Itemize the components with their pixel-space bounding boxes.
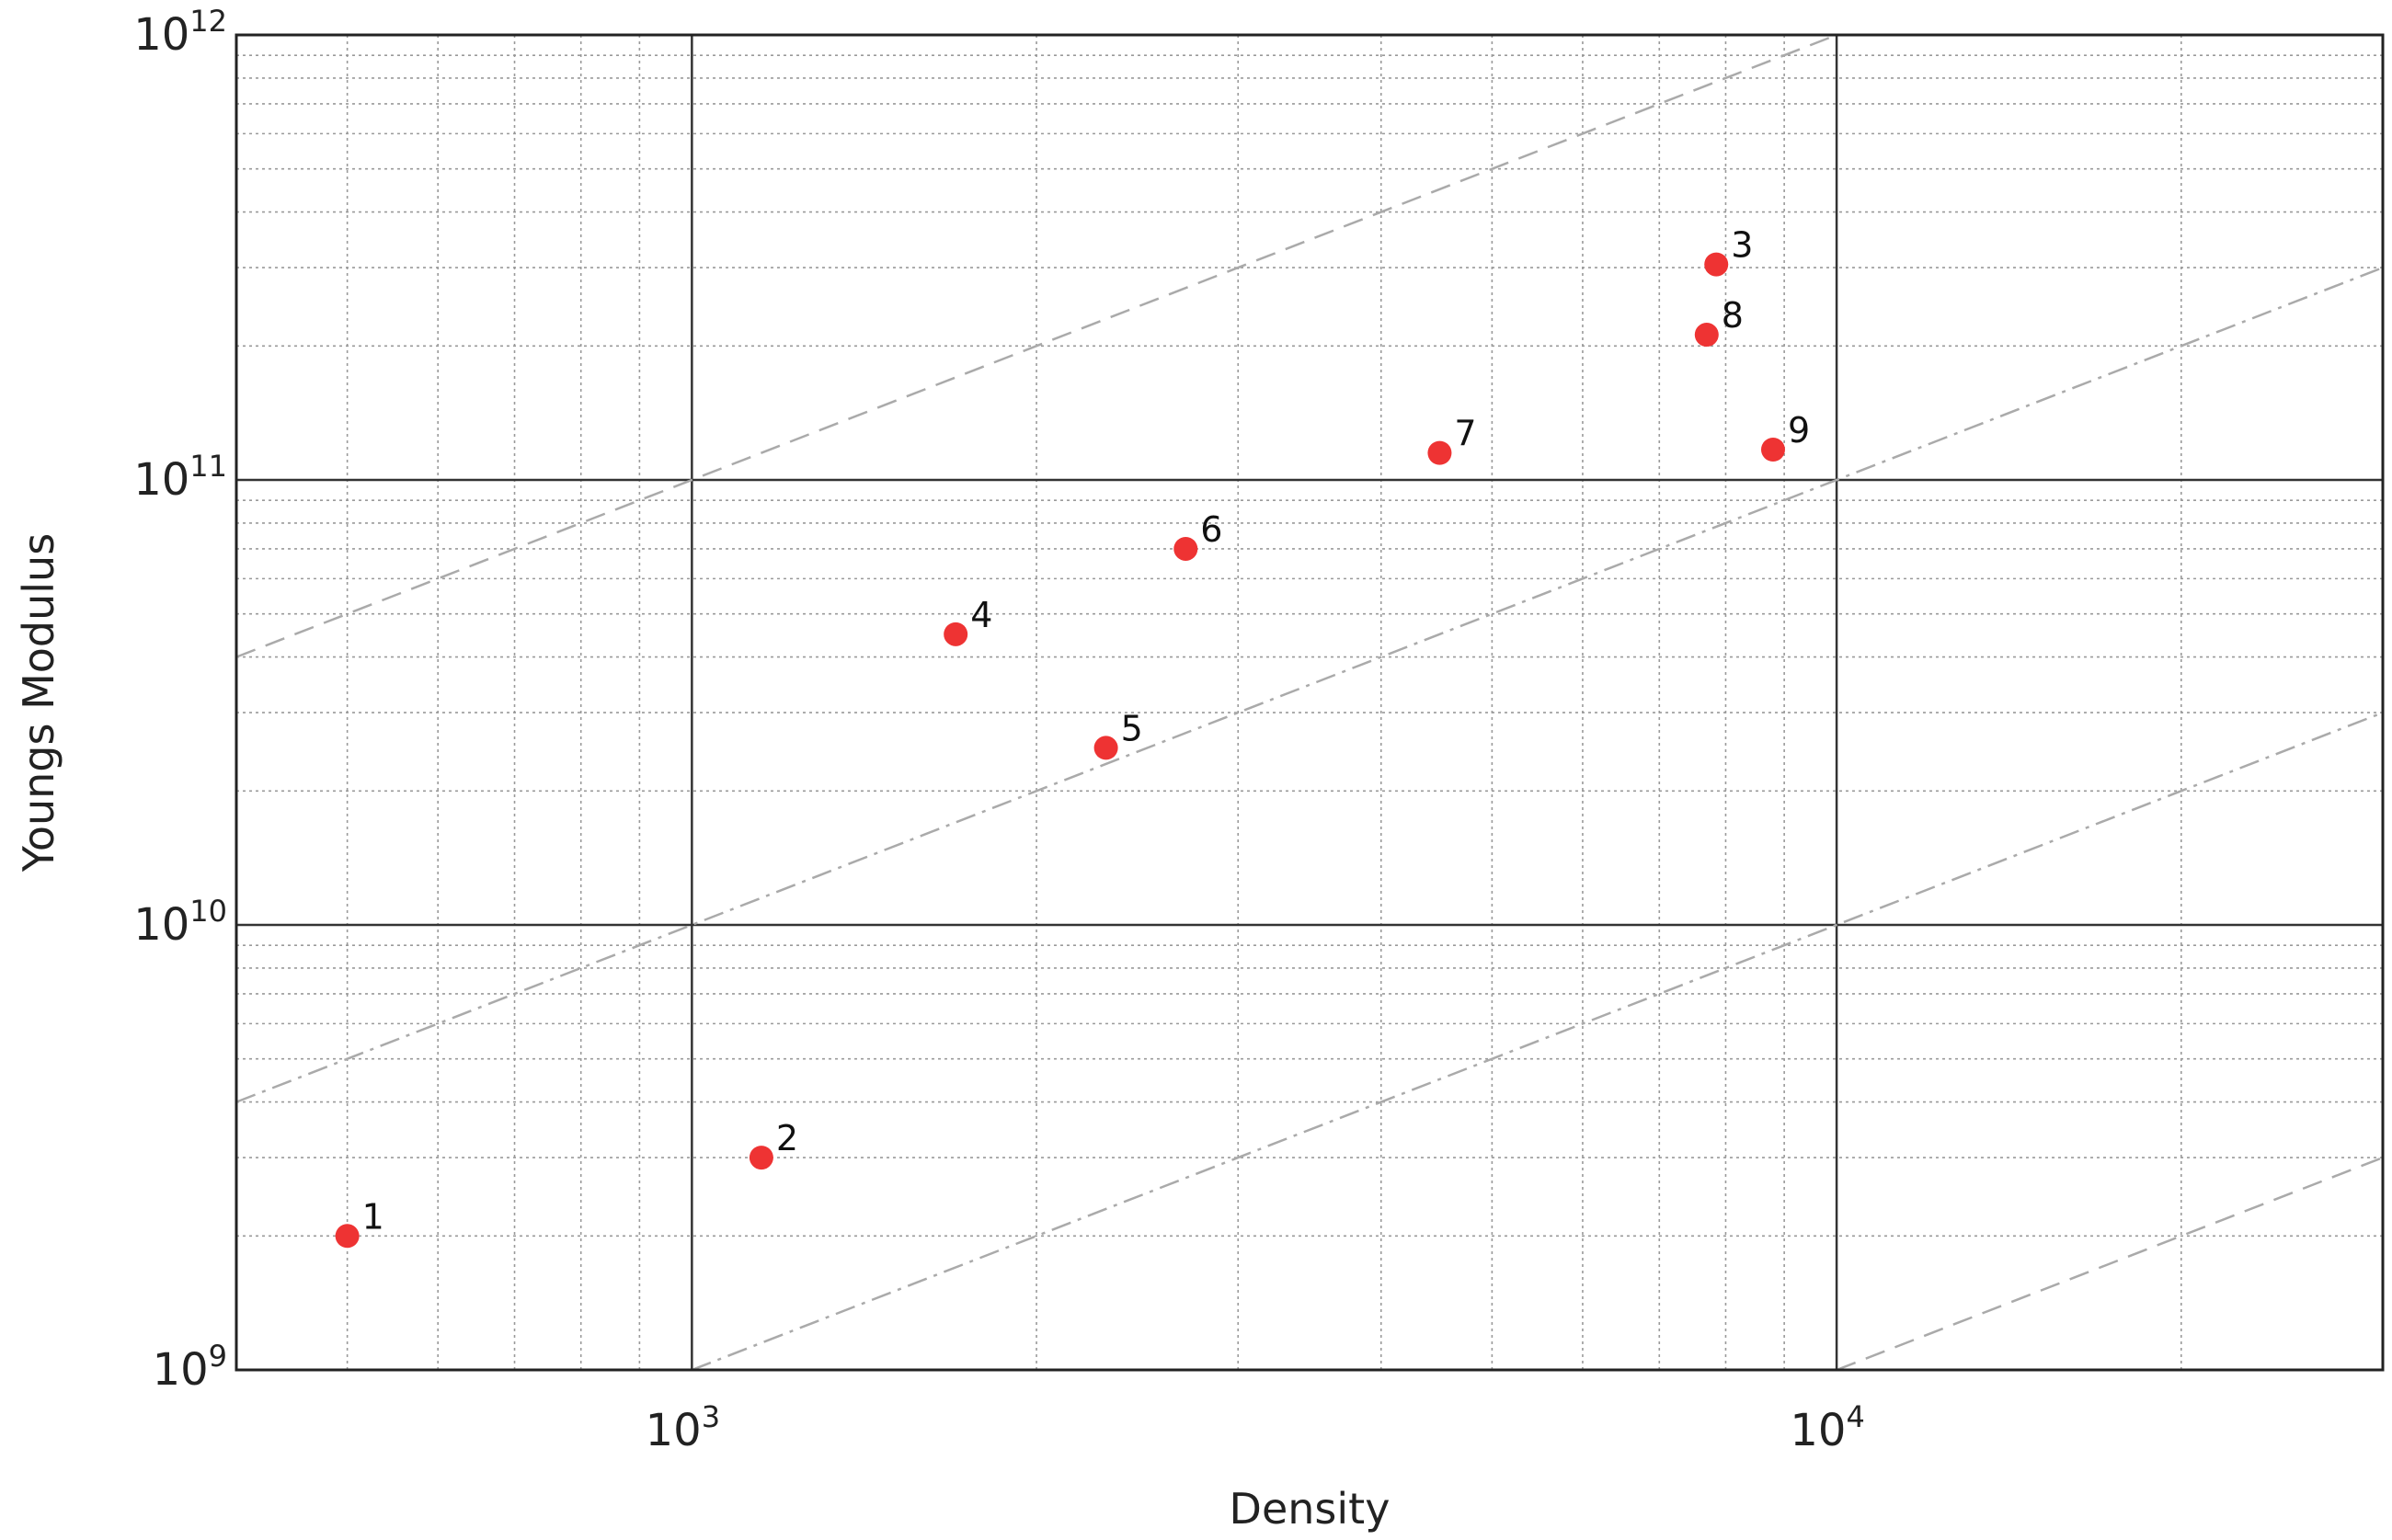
- y-tick-label: 1011: [133, 449, 227, 506]
- y-tick-labels: 109 1010 1011 1012: [133, 4, 227, 1396]
- point-label: 3: [1731, 225, 1753, 266]
- y-tick-label: 1012: [133, 4, 227, 61]
- data-point: [1694, 323, 1719, 348]
- x-tick-labels: 103 104: [646, 1399, 1865, 1456]
- point-label: 6: [1200, 509, 1222, 550]
- guide-line: [235, 33, 1837, 658]
- guide-lines: [235, 33, 2384, 1372]
- data-point: [749, 1146, 773, 1170]
- guide-line: [1836, 1156, 2384, 1372]
- data-point: [1427, 440, 1452, 465]
- guide-line: [691, 711, 2384, 1372]
- x-axis-label: Density: [1230, 1484, 1391, 1534]
- point-label: 7: [1454, 414, 1476, 454]
- x-tick-label: 104: [1790, 1399, 1864, 1456]
- data-point: [1093, 736, 1118, 760]
- data-point: [335, 1224, 360, 1249]
- y-tick-label: 109: [153, 1339, 227, 1396]
- data-point: [1173, 536, 1198, 561]
- point-label: 2: [776, 1118, 798, 1158]
- plot-frame: [235, 33, 2385, 1372]
- point-label: 8: [1722, 295, 1744, 336]
- data-point: [1704, 252, 1729, 277]
- data-point: [944, 622, 968, 646]
- data-points: 1 2 3 4 5 6 7 8 9: [335, 225, 1810, 1249]
- point-label: 5: [1121, 708, 1143, 748]
- point-label: 4: [970, 595, 992, 635]
- data-point: [1760, 437, 1785, 462]
- x-tick-label: 103: [646, 1399, 720, 1456]
- point-label: 9: [1788, 410, 1810, 451]
- y-axis-label: Youngs Modulus: [14, 533, 63, 873]
- y-tick-label: 1010: [133, 894, 227, 951]
- point-label: 1: [362, 1196, 384, 1237]
